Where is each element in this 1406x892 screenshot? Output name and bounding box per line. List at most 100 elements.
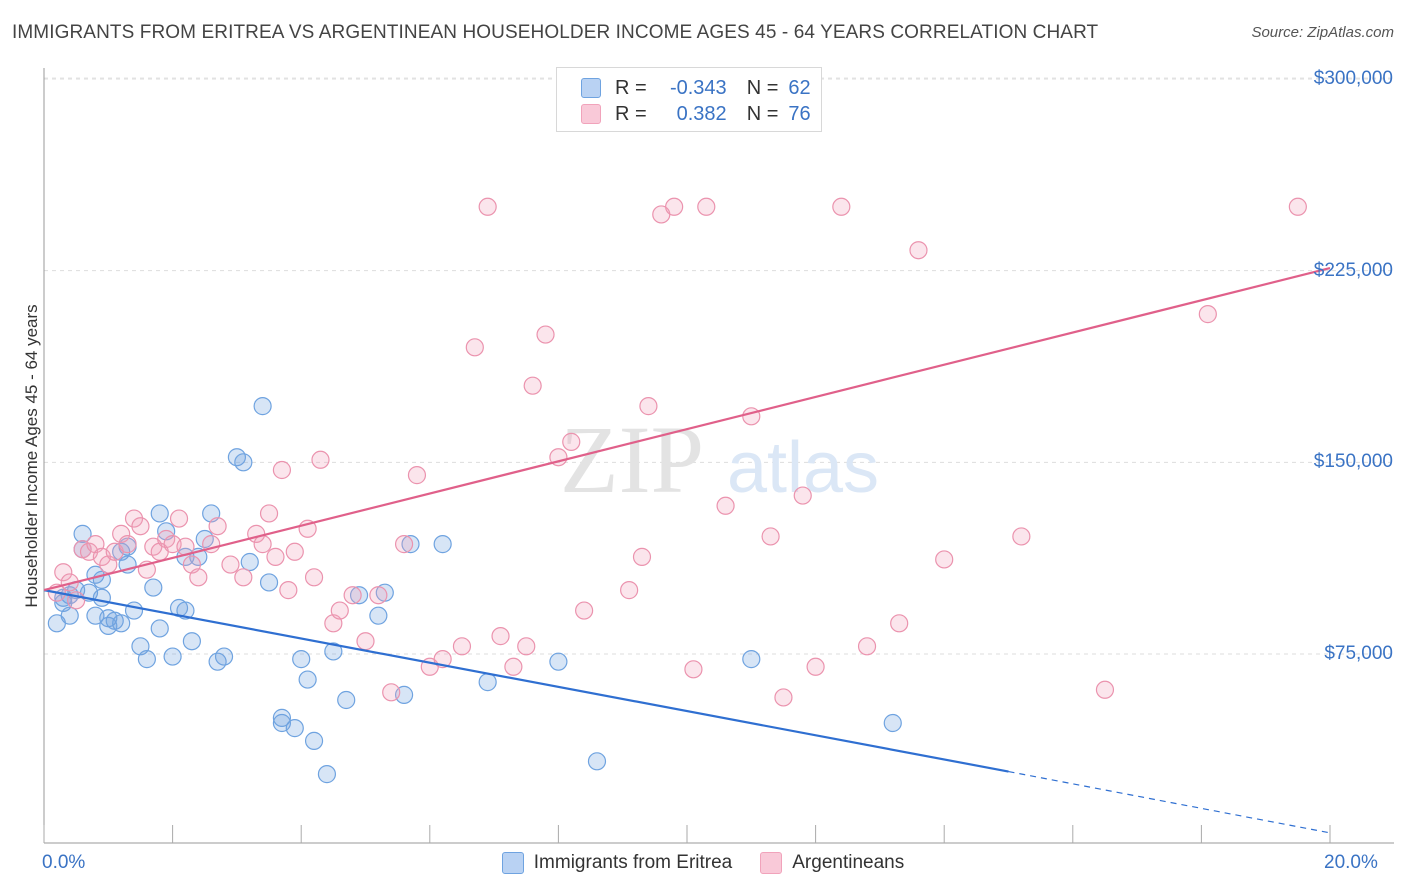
argentinean-point <box>407 466 427 485</box>
eritrea-point <box>478 673 497 692</box>
eritrea-point <box>73 524 92 543</box>
eritrea-point <box>304 731 324 750</box>
watermark-zip: ZIP <box>560 406 704 513</box>
eritrea-point <box>60 606 79 625</box>
argentinean-point <box>716 496 735 515</box>
legend-r-value: -0.343 <box>669 76 727 99</box>
points-layer <box>47 197 1307 784</box>
argentinean-point <box>742 407 761 426</box>
argentinean-point <box>272 460 292 480</box>
argentinean-point <box>279 581 298 600</box>
eritrea-point <box>150 619 169 638</box>
eritrea-point <box>317 765 337 784</box>
argentinean-point <box>806 657 825 676</box>
series-legend-argentineans: Argentineans <box>760 852 904 874</box>
eritrea-trend-extension <box>1008 770 1331 834</box>
argentinean-point <box>394 535 414 554</box>
argentinean-point <box>54 563 73 582</box>
argentinean-point <box>639 397 658 416</box>
series-label-argentineans: Argentineans <box>792 852 905 873</box>
eritrea-point <box>124 601 144 620</box>
argentinean-point <box>343 586 362 605</box>
argentinean-trend-line <box>43 267 1331 592</box>
eritrea-point <box>259 573 279 592</box>
argentinean-point <box>311 450 330 469</box>
eritrea-point <box>587 752 607 771</box>
argentinean-point <box>189 568 208 587</box>
argentinean-point <box>793 486 812 505</box>
argentinean-point <box>620 581 639 600</box>
trend-lines-layer <box>43 267 1331 834</box>
eritrea-point <box>349 586 369 605</box>
argentinean-point <box>774 688 793 707</box>
eritrea-point <box>285 719 304 738</box>
eritrea-point <box>150 504 169 523</box>
argentinean-point <box>285 542 304 561</box>
argentinean-point <box>890 614 909 633</box>
eritrea-point <box>144 578 163 597</box>
argentinean-point <box>536 325 555 344</box>
eritrea-point <box>433 535 452 554</box>
watermark-atlas: atlas <box>727 428 879 508</box>
argentinean-point <box>909 241 928 260</box>
argentinean-point <box>369 586 388 605</box>
argentinean-point <box>304 568 324 587</box>
argentinean-point <box>253 535 272 554</box>
eritrea-point <box>883 713 902 733</box>
argentinean-point <box>761 527 780 546</box>
eritrea-point <box>240 552 259 572</box>
argentinean-point <box>523 376 542 395</box>
chart-title: IMMIGRANTS FROM ERITREA VS ARGENTINEAN H… <box>12 22 1099 43</box>
legend-swatch-pink <box>581 104 601 124</box>
eritrea-point <box>234 453 253 472</box>
eritrea-point <box>324 642 343 661</box>
argentinean-point <box>1012 527 1031 546</box>
legend-row-argentineans: R = 0.382 N = 76 <box>581 101 811 127</box>
legend-n-label: N = <box>746 102 779 125</box>
eritrea-point <box>137 650 156 669</box>
eritrea-point <box>214 647 234 666</box>
series-swatch-pink <box>760 852 783 874</box>
x-tick-label-min: 0.0% <box>42 852 86 873</box>
argentinean-point <box>832 197 851 216</box>
series-legend-eritrea: Immigrants from Eritrea <box>501 852 733 874</box>
legend-r-value: 0.382 <box>676 102 727 125</box>
argentinean-point <box>478 197 497 216</box>
argentinean-point <box>234 568 253 587</box>
legend-n-value: 62 <box>788 76 811 99</box>
argentinean-point <box>697 197 716 216</box>
argentinean-point <box>665 197 684 216</box>
eritrea-point <box>292 650 311 669</box>
argentinean-point <box>857 637 877 656</box>
argentinean-point <box>575 601 594 620</box>
legend-r-label: R = <box>615 76 647 99</box>
legend-row-eritrea: R = -0.343 N = 62 <box>581 75 811 101</box>
eritrea-point <box>298 670 317 689</box>
y-tick-label: $150,000 <box>1313 451 1393 473</box>
eritrea-point <box>337 690 356 710</box>
argentinean-point <box>259 504 279 523</box>
argentinean-point <box>491 627 510 646</box>
eritrea-point <box>253 397 272 416</box>
argentinean-point <box>465 338 484 357</box>
argentinean-point <box>221 555 240 574</box>
legend-swatch-blue <box>581 78 601 98</box>
eritrea-trend-line <box>43 589 1009 773</box>
argentinean-point <box>169 509 189 528</box>
argentinean-point <box>504 657 523 676</box>
eritrea-point <box>369 606 388 625</box>
argentinean-point <box>330 601 349 620</box>
eritrea-point <box>549 652 568 671</box>
eritrea-point <box>92 588 111 607</box>
source-label: Source: ZipAtlas.com <box>1251 24 1394 41</box>
argentinean-point <box>684 660 703 679</box>
argentinean-point <box>562 432 581 451</box>
argentinean-point <box>382 683 401 702</box>
argentinean-point <box>1095 680 1115 699</box>
series-label-eritrea: Immigrants from Eritrea <box>533 852 733 873</box>
argentinean-point <box>452 637 472 656</box>
series-swatch-blue <box>501 852 524 874</box>
x-tick-label-max: 20.0% <box>1324 852 1378 873</box>
series-legend: Immigrants from Eritrea Argentineans <box>0 852 1406 874</box>
